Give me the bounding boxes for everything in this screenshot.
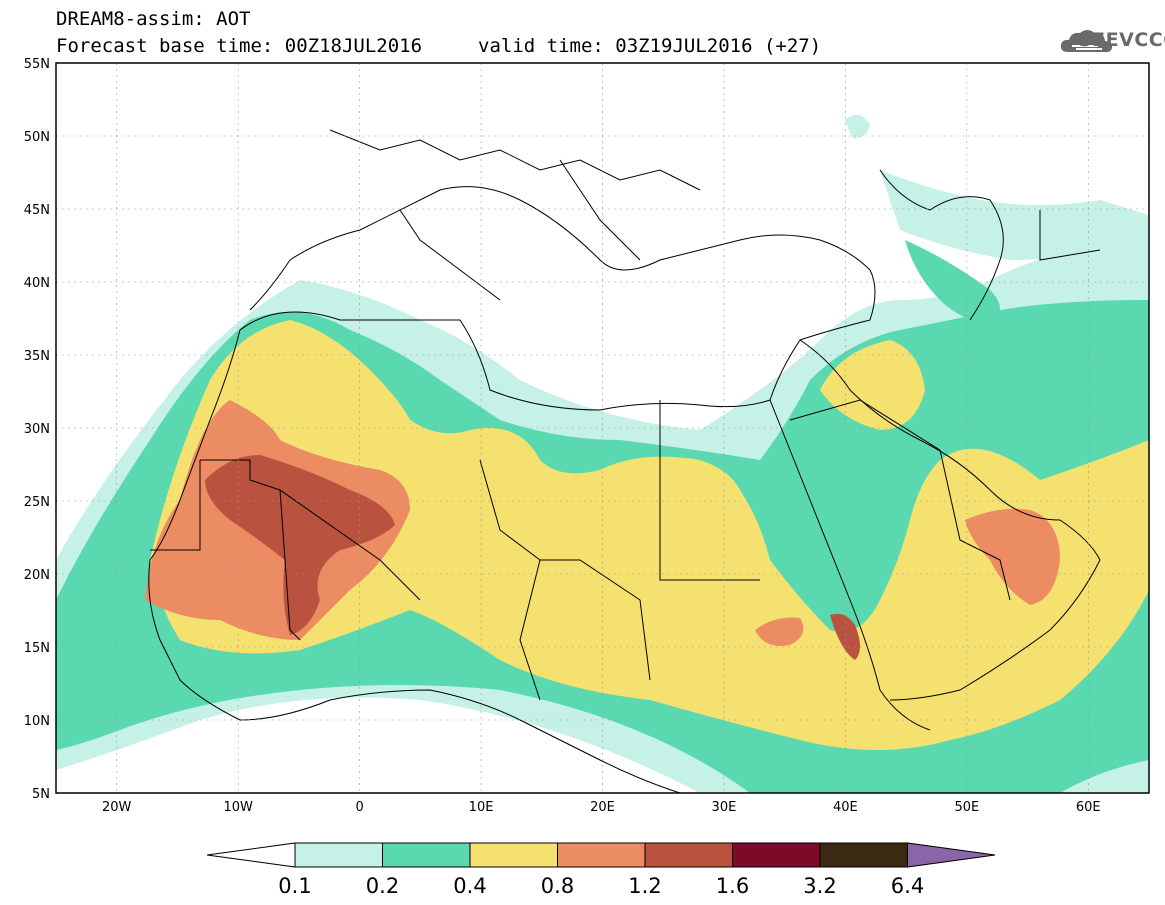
lat-label: 35N: [24, 349, 50, 364]
colorbar-segment: [819, 842, 908, 868]
lat-label: 55N: [24, 57, 50, 72]
lat-label: 15N: [24, 641, 50, 656]
aot-contour-0.8-arabia: [965, 508, 1060, 605]
lat-label: 25N: [24, 495, 50, 510]
colorbar-segment: [469, 842, 558, 868]
colorbar-level-label: 6.4: [891, 874, 924, 898]
forecast-base-time: Forecast base time: 00Z18JUL2016: [56, 35, 423, 57]
aot-contour-0.4-iraq: [820, 340, 925, 430]
lat-label: 45N: [24, 203, 50, 218]
map-frame: [55, 62, 1150, 794]
colorbar-level-label: 1.6: [716, 874, 749, 898]
colorbar-level-label: 1.2: [628, 874, 661, 898]
aot-contour-0.1-caspian: [880, 170, 1149, 260]
aot-contour-1.2: [205, 455, 395, 635]
colorbar-level-label: 0.4: [453, 874, 486, 898]
valid-time: valid time: 03Z19JUL2016 (+27): [478, 35, 822, 57]
colorbar-level-label: 0.2: [366, 874, 399, 898]
colorbar-segment: [644, 842, 733, 868]
colorbar-segment: [557, 842, 646, 868]
lon-label: 10W: [223, 800, 253, 815]
aot-field: [56, 115, 1149, 793]
lat-label: 40N: [24, 276, 50, 291]
lon-labels: 20W 10W 0 10E 20E 30E 40E 50E 60E: [102, 800, 1101, 815]
lat-label: 10N: [24, 714, 50, 729]
colorbar-level-label: 0.1: [278, 874, 311, 898]
lon-label: 60E: [1076, 800, 1101, 815]
lon-label: 30E: [712, 800, 737, 815]
lon-label: 0: [355, 800, 363, 815]
colorbar: [206, 842, 996, 868]
colorbar-low-triangle: [206, 842, 296, 868]
coastlines: [148, 129, 1101, 793]
colorbar-level-label: 0.8: [541, 874, 574, 898]
aot-contour-0.4: [150, 320, 1149, 750]
lon-label: 20E: [590, 800, 615, 815]
aot-contour-0.1-blacksea: [845, 115, 870, 139]
lat-label: 50N: [24, 130, 50, 145]
lat-label: 30N: [24, 422, 50, 437]
lon-label: 20W: [102, 800, 132, 815]
colorbar-segment: [732, 842, 821, 868]
gridlines: [56, 63, 1149, 793]
lon-label: 40E: [833, 800, 858, 815]
lat-labels: 55N 50N 45N 40N 35N 30N 25N 20N 15N 10N 5N: [24, 57, 50, 802]
lat-label: 20N: [24, 568, 50, 583]
lat-label: 5N: [32, 787, 50, 802]
lon-label: 50E: [954, 800, 979, 815]
aot-contour-0.8-sudan: [755, 617, 804, 646]
aot-contour-1.2-eritrea: [830, 613, 860, 660]
colorbar-level-label: 3.2: [803, 874, 836, 898]
logo-text: SEEVCCC: [1078, 29, 1165, 51]
colorbar-segment: [382, 842, 471, 868]
aot-contour-0.2-caspian: [905, 240, 1000, 325]
lon-label: 10E: [469, 800, 494, 815]
colorbar-high-triangle: [907, 842, 996, 868]
map-title: DREAM8-assim: AOT: [56, 8, 251, 30]
colorbar-labels: 0.1 0.2 0.4 0.8 1.2 1.6 3.2 6.4: [278, 874, 924, 898]
cloud-logo-icon: [1060, 30, 1113, 53]
colorbar-segment: [294, 842, 383, 868]
